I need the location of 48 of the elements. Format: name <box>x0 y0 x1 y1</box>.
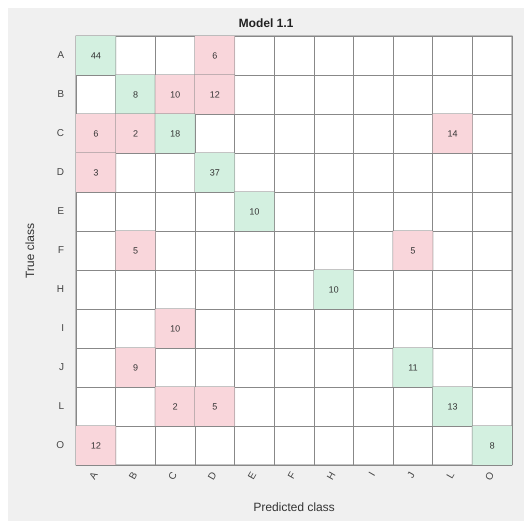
x-tick-label: D <box>206 470 220 482</box>
y-tick-label: F <box>58 245 64 256</box>
x-tick-label: C <box>166 470 180 482</box>
data-label: 10 <box>249 206 260 216</box>
data-label: 10 <box>170 324 180 334</box>
y-tick-label: L <box>58 401 64 412</box>
y-tick-label: J <box>59 362 64 373</box>
data-label: 11 <box>408 362 418 372</box>
x-tick-label: B <box>127 470 140 482</box>
data-label: 37 <box>210 168 220 178</box>
data-label: 6 <box>212 50 218 60</box>
data-label: 10 <box>170 90 180 100</box>
data-label: 12 <box>90 440 101 450</box>
x-tick-label: O <box>484 470 498 482</box>
y-tick-label: C <box>56 128 64 139</box>
y-tick-label: D <box>56 167 64 178</box>
chart-title: Model 1.1 <box>238 16 294 30</box>
data-label: 44 <box>90 50 101 60</box>
data-label: 12 <box>210 90 220 100</box>
y-tick-label: B <box>57 89 64 100</box>
data-label: 14 <box>448 128 458 138</box>
y-axis-title: True class <box>23 223 37 278</box>
x-tick-label: I <box>367 470 378 478</box>
y-tick-label: A <box>57 50 64 61</box>
y-tick-label: I <box>61 323 64 334</box>
y-tick-label: H <box>56 284 64 295</box>
data-label: 9 <box>132 362 138 372</box>
data-label: 13 <box>448 402 458 412</box>
data-label: 2 <box>172 402 178 412</box>
data-label: 3 <box>93 168 98 178</box>
x-tick-label: A <box>88 470 101 482</box>
data-label: 5 <box>410 246 416 256</box>
x-tick-label: J <box>406 470 418 480</box>
x-axis-title: Predicted class <box>253 500 335 514</box>
data-label: 5 <box>132 246 138 256</box>
x-tick-label: H <box>325 470 338 482</box>
data-label: 2 <box>132 128 138 138</box>
data-label: 8 <box>490 440 495 450</box>
x-tick-label: E <box>246 470 260 482</box>
data-label: 5 <box>212 402 218 412</box>
data-label: 8 <box>132 90 138 100</box>
x-tick-label: F <box>286 470 299 482</box>
data-label: 6 <box>93 128 98 138</box>
data-label: 10 <box>328 284 339 294</box>
y-tick-label: E <box>57 206 64 217</box>
y-tick-label: O <box>56 440 64 451</box>
x-tick-label: L <box>445 470 458 481</box>
data-label: 18 <box>170 128 180 138</box>
